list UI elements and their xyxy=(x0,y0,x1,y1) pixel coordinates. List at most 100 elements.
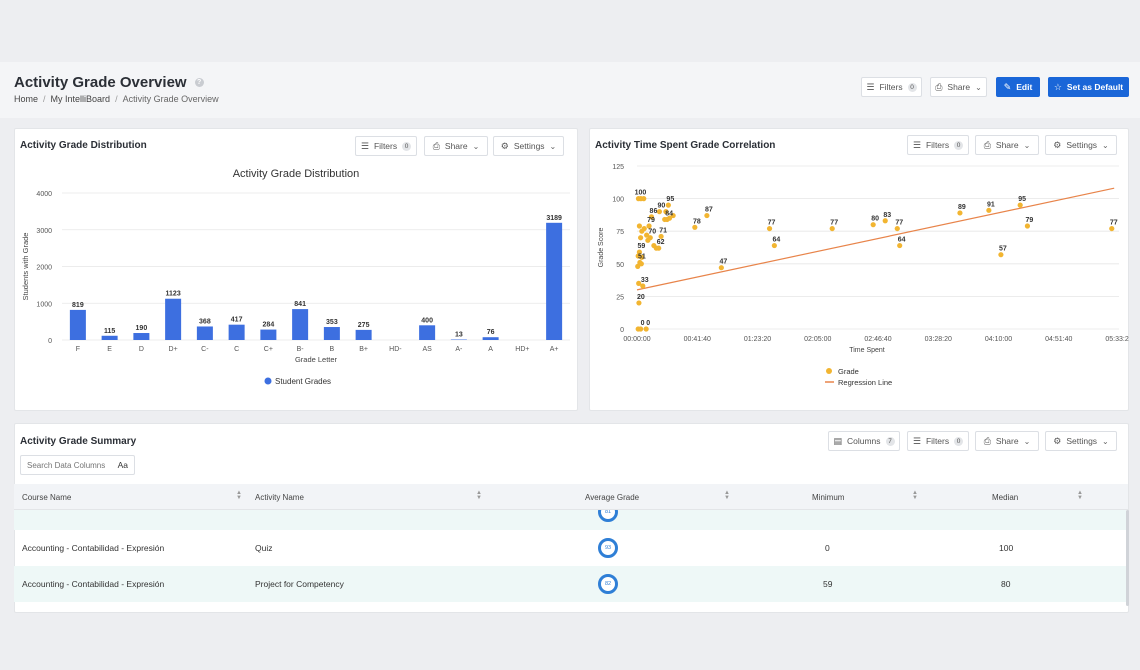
breadcrumb-myintelliboard[interactable]: My IntelliBoard xyxy=(50,94,111,104)
corr-share-button[interactable]: ⎙ Share ⌄ xyxy=(975,135,1039,155)
data-label: 64 xyxy=(772,237,780,244)
page-title-text: Activity Grade Overview xyxy=(14,74,187,91)
median-cell: 100 xyxy=(999,543,1014,553)
breadcrumb-home[interactable]: Home xyxy=(14,94,39,104)
column-header-minimum[interactable]: Minimum xyxy=(812,492,845,502)
columns-button[interactable]: ▤ Columns 7 xyxy=(828,431,900,451)
data-label: 71 xyxy=(659,227,667,234)
summary-filters-button[interactable]: ☰ Filters 0 xyxy=(907,431,969,451)
chevron-down-icon: ⌄ xyxy=(975,82,982,92)
x-tick-label: 00:41:40 xyxy=(684,336,711,343)
x-axis-label: Grade Letter xyxy=(295,355,338,364)
table-scrollbar[interactable] xyxy=(1126,510,1129,606)
share-icon: ⎙ xyxy=(432,140,440,151)
gear-icon: ⚙ xyxy=(1053,139,1062,150)
chart-title: Activity Grade Distribution xyxy=(233,168,360,180)
search-columns-field[interactable]: Aa xyxy=(20,455,135,475)
scatter-point xyxy=(870,222,876,228)
summary-share-button[interactable]: ⎙ Share ⌄ xyxy=(975,431,1039,451)
corr-settings-label: Settings xyxy=(1066,140,1098,150)
dist-filters-button[interactable]: ☰ Filters 0 xyxy=(355,136,417,156)
search-columns-input[interactable] xyxy=(27,460,112,470)
activity-cell: Quiz xyxy=(255,543,273,553)
scatter-point xyxy=(662,216,668,223)
scatter-point xyxy=(638,261,644,267)
time-grade-correlation-card xyxy=(589,128,1129,411)
chevron-down-icon: ⌄ xyxy=(1023,140,1031,150)
x-tick-label: C+ xyxy=(264,346,273,353)
table-row[interactable]: Accounting - Contabilidad - Expresión Qu… xyxy=(14,530,1126,566)
dist-share-button[interactable]: ⎙ Share ⌄ xyxy=(424,136,488,156)
data-label: 51 xyxy=(638,253,646,260)
data-label: 89 xyxy=(958,204,966,211)
summary-filters-label: Filters xyxy=(925,436,950,446)
gear-icon: ⚙ xyxy=(500,140,509,151)
match-case-toggle[interactable]: Aa xyxy=(117,460,128,470)
course-cell: Accounting - Contabilidad - Expresión xyxy=(22,579,165,589)
data-label: 3189 xyxy=(546,215,562,222)
column-header-activity[interactable]: Activity Name xyxy=(255,492,304,502)
scatter-point xyxy=(644,232,650,238)
top-spacer xyxy=(0,0,1140,62)
set-as-default-button[interactable]: ☆ Set as Default xyxy=(1048,77,1129,97)
sort-icon[interactable]: ▲ ▼ xyxy=(912,490,918,501)
scatter-point xyxy=(636,223,643,229)
summary-settings-button[interactable]: ⚙ Settings ⌄ xyxy=(1045,431,1117,451)
table-row[interactable]: 81 xyxy=(14,510,1126,530)
data-label: 90 xyxy=(658,203,666,210)
scatter-point xyxy=(670,212,676,219)
filter-icon: ☰ xyxy=(360,140,369,151)
page-share-button[interactable]: ⎙ Share ⌄ xyxy=(930,77,987,97)
table-row[interactable]: Accounting - Contabilidad - Expresión Pr… xyxy=(14,566,1126,602)
grade-ring: 93 xyxy=(598,538,618,558)
y-tick-label: 1000 xyxy=(36,301,52,308)
scatter-point xyxy=(666,215,673,221)
table-body: 81 Accounting - Contabilidad - Expresión… xyxy=(14,510,1126,606)
corr-settings-button[interactable]: ⚙ Settings ⌄ xyxy=(1045,135,1117,155)
sort-icon[interactable]: ▲ ▼ xyxy=(476,490,482,501)
page-filters-label: Filters xyxy=(879,82,903,92)
set-as-default-label: Set as Default xyxy=(1066,82,1124,92)
y-tick-label: 125 xyxy=(612,164,624,171)
x-tick-label: 00:00:00 xyxy=(623,336,650,343)
sort-icon[interactable]: ▲ ▼ xyxy=(236,490,242,501)
column-header-average[interactable]: Average Grade xyxy=(585,492,640,502)
chevron-down-icon: ⌄ xyxy=(1023,436,1031,446)
bar xyxy=(546,222,563,340)
data-label: 77 xyxy=(768,220,776,227)
bar xyxy=(228,324,245,340)
help-icon[interactable]: ? xyxy=(194,78,204,87)
data-label: 400 xyxy=(421,317,433,324)
scatter-point xyxy=(771,242,777,249)
breadcrumb-current: Activity Grade Overview xyxy=(122,94,219,104)
x-tick-label: C- xyxy=(201,346,209,353)
data-label: 77 xyxy=(895,220,903,227)
page-filters-button[interactable]: ☰ Filters 0 xyxy=(861,77,922,97)
data-label: 95 xyxy=(1018,196,1026,203)
summary-share-label: Share xyxy=(995,436,1019,446)
sort-icon[interactable]: ▲ ▼ xyxy=(724,490,730,501)
scatter-point xyxy=(648,214,655,220)
dist-settings-button[interactable]: ⚙ Settings ⌄ xyxy=(493,136,564,156)
sort-icon[interactable]: ▲ ▼ xyxy=(1077,490,1083,501)
filters-count-badge: 0 xyxy=(954,436,964,446)
dist-filters-label: Filters xyxy=(373,141,398,151)
grade-distribution-card xyxy=(14,128,578,411)
data-label: 100 xyxy=(635,190,647,197)
x-tick-label: AS xyxy=(422,346,432,353)
breadcrumb-separator: / xyxy=(43,94,46,104)
x-tick-label: 05:33:20 xyxy=(1105,336,1129,343)
breadcrumb: Home / My IntelliBoard / Activity Grade … xyxy=(14,94,219,104)
scatter-point xyxy=(665,202,671,208)
y-tick-label: 3000 xyxy=(36,228,52,235)
column-header-median[interactable]: Median xyxy=(992,492,1019,502)
corr-filters-button[interactable]: ☰ Filters 0 xyxy=(907,135,969,155)
edit-button[interactable]: ✎ Edit xyxy=(996,77,1040,97)
data-label: 77 xyxy=(830,220,838,227)
y-tick-label: 50 xyxy=(616,262,624,269)
scatter-point xyxy=(636,280,642,286)
column-header-course[interactable]: Course Name xyxy=(22,492,72,502)
grade-summary-title: Activity Grade Summary xyxy=(20,436,137,447)
data-label: 284 xyxy=(263,322,275,329)
scatter-point xyxy=(639,254,645,260)
